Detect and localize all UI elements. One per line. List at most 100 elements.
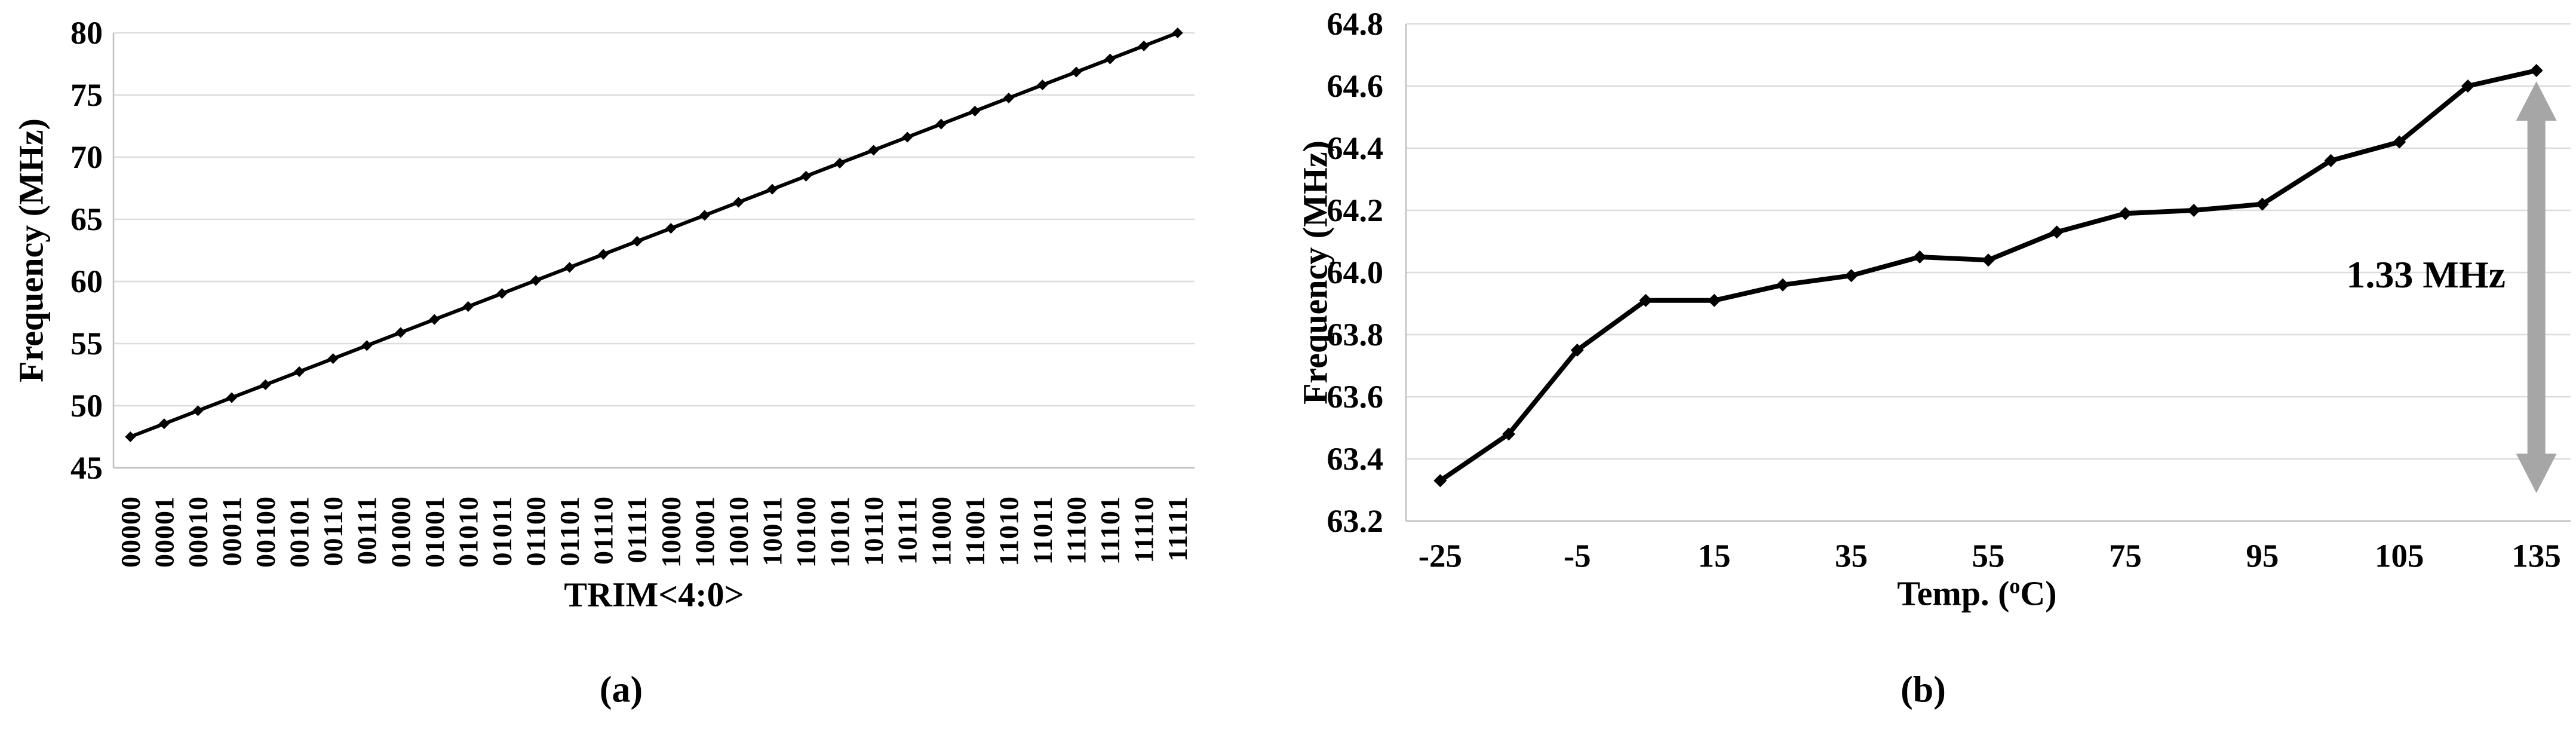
- data-point-marker: [2324, 154, 2338, 167]
- data-point-marker: [429, 314, 440, 325]
- x-tick-label: 10011: [757, 496, 787, 566]
- x-tick-label: 95: [2246, 538, 2279, 574]
- chart-a-x-axis-title: TRIM<4:0>: [564, 575, 744, 614]
- y-tick-label: 60: [70, 264, 103, 299]
- x-tick-label: 15: [1698, 538, 1731, 574]
- y-tick-label: 63.2: [1327, 503, 1384, 539]
- data-point-marker: [226, 392, 237, 403]
- chart-b-x-axis-title: Temp. (oC): [1897, 573, 2056, 613]
- x-tick-label: 10000: [656, 496, 686, 568]
- x-tick-label: 11001: [960, 496, 990, 566]
- data-point-marker: [361, 340, 373, 351]
- x-tick-label: 01100: [521, 496, 551, 566]
- frequency-span-annotation: 1.33 MHz: [2346, 253, 2506, 296]
- data-point-marker: [1982, 253, 1995, 267]
- x-tick-label: 10001: [689, 496, 720, 568]
- x-tick-label: 11011: [1027, 496, 1058, 565]
- x-tick-label: 75: [2109, 538, 2142, 574]
- x-tick-label: 10101: [825, 496, 855, 568]
- x-tick-label: 10110: [858, 496, 889, 566]
- data-point-marker: [2529, 64, 2543, 77]
- x-tick-label: 11101: [1095, 496, 1125, 565]
- data-point-marker: [294, 366, 305, 378]
- data-point-marker: [733, 197, 744, 208]
- data-point-marker: [902, 131, 913, 143]
- data-point-marker: [1570, 344, 1584, 357]
- x-tick-label: 11100: [1061, 496, 1092, 565]
- data-point-marker: [1502, 427, 1516, 441]
- data-point-marker: [192, 405, 204, 416]
- data-point-marker: [1138, 40, 1150, 51]
- x-tick-label: 10111: [892, 496, 923, 565]
- data-point-marker: [2118, 207, 2132, 220]
- x-tick-label: 01101: [554, 496, 585, 566]
- x-tick-label: 11111: [1162, 496, 1193, 562]
- y-tick-label: 55: [70, 326, 103, 362]
- data-point-marker: [969, 105, 981, 117]
- y-tick-label: 64.2: [1327, 192, 1384, 228]
- x-tick-label: -5: [1564, 538, 1591, 574]
- data-point-marker: [1433, 474, 1447, 488]
- data-point-marker: [158, 418, 170, 430]
- x-tick-label: 00010: [183, 496, 213, 568]
- degree-superscript: o: [2009, 574, 2021, 598]
- data-point-marker: [665, 223, 677, 234]
- data-point-marker: [125, 431, 136, 442]
- x-tick-label: 01010: [453, 496, 483, 568]
- span-arrow: [2516, 81, 2557, 494]
- data-point-marker: [699, 210, 710, 221]
- x-tick-label: 01000: [385, 496, 416, 568]
- x-tick-label: 00001: [149, 496, 179, 568]
- data-point-marker: [260, 379, 271, 390]
- data-point-marker: [327, 353, 339, 364]
- x-tick-label: 105: [2375, 538, 2424, 574]
- chart-a-y-axis-title: Frequency (MHz): [11, 118, 51, 382]
- x-tick-label: 11110: [1129, 496, 1159, 563]
- data-point-marker: [868, 145, 879, 156]
- y-tick-label: 70: [70, 139, 103, 175]
- data-point-marker: [2255, 197, 2269, 211]
- data-point-marker: [462, 301, 474, 313]
- y-tick-label: 80: [70, 15, 103, 51]
- data-point-marker: [631, 235, 643, 247]
- x-tick-label: 00111: [352, 496, 382, 565]
- x-tick-label: 01111: [622, 496, 652, 563]
- data-point-marker: [598, 249, 609, 260]
- data-point-marker: [496, 288, 508, 299]
- data-point-marker: [1172, 27, 1183, 38]
- data-point-marker: [2050, 225, 2064, 239]
- data-point-marker: [1003, 92, 1014, 103]
- caption-b: (b): [1900, 669, 1946, 710]
- x-tick-label: 135: [2511, 538, 2561, 574]
- data-point-marker: [1844, 269, 1858, 283]
- temp-label-suffix: C): [2020, 574, 2057, 613]
- y-tick-label: 64.6: [1327, 68, 1384, 104]
- x-tick-label: 01011: [487, 496, 517, 566]
- y-tick-label: 64.4: [1327, 130, 1384, 166]
- data-point-marker: [2187, 204, 2201, 217]
- chart-b-plot: 63.2 63.4 63.6 63.8 64.0 64.2 64.4 64.6 64.8 -25 -…: [1327, 6, 2571, 574]
- y-tick-label: 65: [70, 201, 103, 237]
- data-point-marker: [1639, 293, 1653, 307]
- x-tick-label: 35: [1835, 538, 1868, 574]
- data-point-marker: [1708, 293, 1721, 307]
- data-point-marker: [1913, 250, 1927, 264]
- y-tick-label: 63.4: [1327, 441, 1384, 477]
- data-point-marker: [834, 157, 846, 169]
- data-point-marker: [530, 275, 542, 286]
- x-tick-label: 00011: [216, 496, 247, 566]
- x-tick-label: 11000: [926, 496, 956, 566]
- data-point-marker: [1776, 278, 1789, 292]
- x-tick-label: 55: [1972, 538, 2005, 574]
- series-line: [128, 31, 1180, 439]
- x-tick-label: 00000: [115, 496, 146, 568]
- x-tick-label: 01001: [419, 496, 450, 568]
- y-tick-label: 50: [70, 388, 103, 424]
- y-tick-label: 63.6: [1327, 379, 1384, 415]
- data-point-marker: [766, 183, 778, 195]
- data-point-marker: [564, 262, 575, 273]
- data-point-marker: [935, 118, 947, 130]
